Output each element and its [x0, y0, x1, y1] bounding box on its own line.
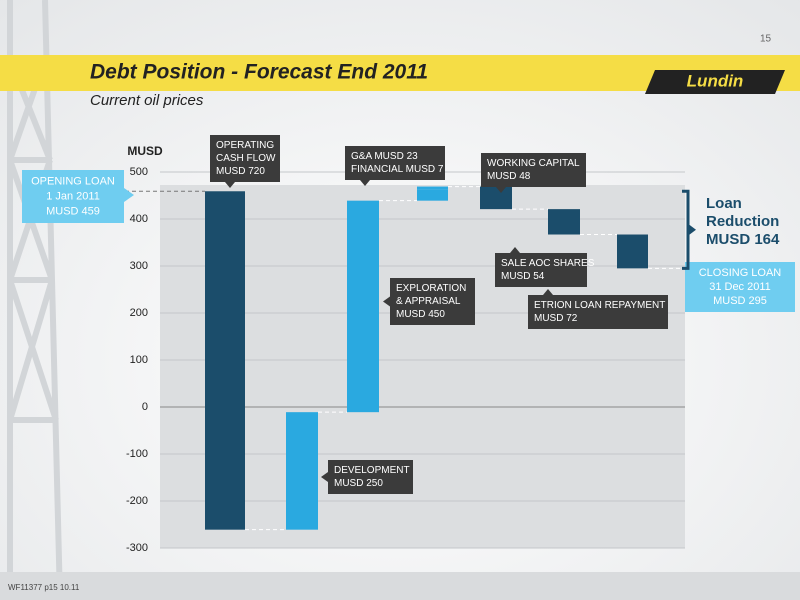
callout-box	[328, 460, 413, 494]
bar	[417, 189, 448, 201]
y-tick-label: 400	[130, 213, 148, 225]
callout-text: DEVELOPMENT	[334, 465, 410, 476]
callout-box	[210, 135, 280, 182]
callout-box	[495, 253, 587, 287]
callout-text: WORKING CAPITAL	[487, 158, 580, 169]
bar	[548, 209, 580, 235]
callout-box	[685, 262, 795, 312]
logo: Lundin	[645, 70, 785, 94]
reduction-label: Loan	[706, 195, 742, 212]
callout-text: MUSD 54	[501, 271, 545, 282]
callout-text: CLOSING LOAN	[699, 267, 782, 279]
title: Debt Position - Forecast End 2011	[90, 61, 428, 84]
callout-box	[345, 146, 445, 180]
reduction-label: Reduction	[706, 213, 779, 230]
footer-band	[0, 572, 800, 600]
reduction-label: MUSD 164	[706, 231, 780, 248]
callout-text: 1 Jan 2011	[46, 190, 100, 202]
callout-text: EXPLORATION	[396, 283, 466, 294]
callout-text: SALE AOC SHARES	[501, 258, 595, 269]
callout-pointer	[496, 187, 506, 193]
page-number: 15	[760, 34, 772, 45]
callout-text: OPENING LOAN	[31, 175, 115, 187]
bar	[205, 191, 245, 530]
callout-text: ETRION LOAN REPAYMENT	[534, 300, 665, 311]
callout-text: MUSD 459	[46, 205, 100, 217]
callout-text: MUSD 48	[487, 171, 531, 182]
callout-text: MUSD 720	[216, 166, 265, 177]
callout-box	[22, 170, 124, 223]
y-axis-title: MUSD	[127, 144, 163, 158]
callout-text: OPERATING	[216, 140, 274, 151]
callout-pointer	[543, 289, 553, 295]
y-tick-label: 200	[130, 307, 148, 319]
callout-text: MUSD 250	[334, 478, 383, 489]
callout-pointer	[225, 182, 235, 188]
plot-area	[160, 185, 685, 548]
callout-text: G&A MUSD 23	[351, 151, 418, 162]
callout-text: & APPRAISAL	[396, 296, 461, 307]
reduction-pointer	[688, 223, 696, 236]
callout-pointer	[383, 296, 390, 307]
y-tick-label: 0	[142, 401, 148, 413]
y-tick-label: -300	[126, 542, 148, 554]
subtitle: Current oil prices	[90, 92, 204, 109]
callout-text: CASH FLOW	[216, 153, 276, 164]
callout-pointer	[510, 247, 520, 253]
callout-pointer	[360, 180, 370, 186]
bar	[286, 412, 318, 530]
y-tick-label: 300	[130, 260, 148, 272]
y-tick-label: -100	[126, 448, 148, 460]
opening-pointer	[124, 188, 134, 202]
callout-pointer	[321, 472, 328, 482]
footer: WF11377 p15 10.11	[8, 583, 80, 592]
bar	[347, 200, 379, 413]
callout-text: MUSD 450	[396, 309, 445, 320]
logo-text: Lundin	[687, 71, 744, 90]
callout-box	[481, 153, 586, 187]
callout-text: MUSD 72	[534, 313, 578, 324]
y-tick-label: -200	[126, 495, 148, 507]
bar	[480, 186, 512, 210]
y-tick-label: 100	[130, 354, 148, 366]
callout-box	[528, 295, 668, 329]
logo-badge	[645, 70, 785, 94]
y-tick-label: 500	[130, 166, 148, 178]
bar	[417, 186, 448, 190]
bar	[617, 234, 648, 269]
callout-text: 31 Dec 2011	[709, 281, 771, 293]
callout-text: FINANCIAL MUSD 7	[351, 164, 444, 175]
callout-text: MUSD 295	[713, 295, 767, 307]
callout-box	[390, 278, 475, 325]
